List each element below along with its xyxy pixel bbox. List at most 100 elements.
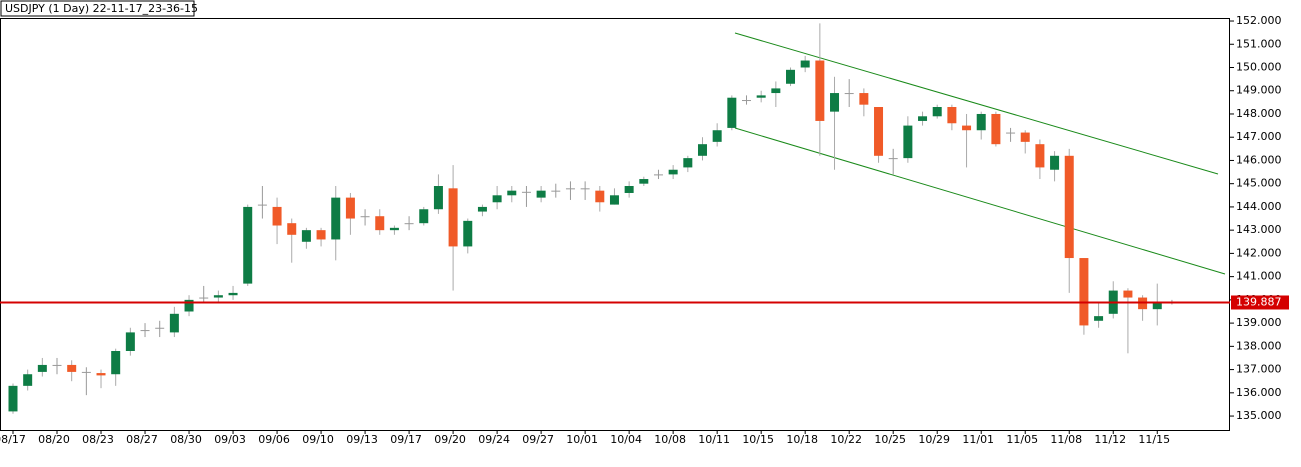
candle-body (1123, 290, 1133, 298)
candle-body (888, 158, 898, 160)
candle-body (976, 113, 986, 131)
candle-body (932, 106, 942, 117)
candle-body (257, 204, 267, 206)
candle-body (8, 385, 18, 412)
x-tick-label: 11/05 (1006, 433, 1038, 446)
y-tick-label: 147.000 (1236, 130, 1282, 143)
candle-body (756, 95, 766, 98)
candle-body (81, 371, 91, 373)
candle-body (551, 190, 561, 192)
candle-body (1064, 155, 1074, 259)
candle-body (169, 313, 179, 333)
x-tick-label: 08/23 (82, 433, 114, 446)
y-tick-label: 137.000 (1236, 363, 1282, 376)
y-tick-label: 151.000 (1236, 37, 1282, 50)
x-tick-label: 10/18 (786, 433, 818, 446)
candle-body (947, 106, 957, 124)
candle-body (96, 373, 106, 376)
candle-body (786, 69, 796, 84)
candle-body (1094, 316, 1104, 321)
candle-body (595, 190, 605, 203)
candle-body (67, 364, 77, 372)
title-box (0, 0, 195, 17)
trend-line (734, 32, 1219, 175)
x-tick-label: 11/08 (1050, 433, 1082, 446)
candle-body (1050, 155, 1060, 170)
y-tick-label: 148.000 (1236, 107, 1282, 120)
y-tick-label: 144.000 (1236, 200, 1282, 213)
y-tick-label: 138.000 (1236, 339, 1282, 352)
candle-body (23, 374, 33, 386)
candle-body (463, 220, 473, 247)
candle-body (903, 125, 913, 159)
x-tick-label: 09/27 (522, 433, 554, 446)
x-tick-label: 10/22 (830, 433, 862, 446)
candle-body (874, 106, 884, 156)
x-tick-label: 10/25 (874, 433, 906, 446)
y-tick-label: 150.000 (1236, 60, 1282, 73)
x-tick-label: 09/06 (258, 433, 290, 446)
x-tick-label: 11/12 (1094, 433, 1126, 446)
y-tick-label: 141.000 (1236, 270, 1282, 283)
candle-body (1035, 144, 1045, 168)
x-tick-label: 10/01 (566, 433, 598, 446)
x-tick-label: 10/11 (698, 433, 730, 446)
plot-frame (0, 18, 1230, 431)
x-tick-label: 09/13 (346, 433, 378, 446)
candle-body (433, 186, 443, 210)
candle-body (609, 195, 619, 205)
x-tick-label: 08/27 (126, 433, 158, 446)
candle-body (404, 223, 414, 225)
x-tick-label: 10/29 (918, 433, 950, 446)
candle-body (243, 206, 253, 284)
y-tick-label: 142.000 (1236, 246, 1282, 259)
price-label: 139.887 (1236, 295, 1282, 308)
candle-body (727, 97, 737, 128)
candle-body (111, 350, 121, 375)
y-tick-label: 152.000 (1236, 14, 1282, 27)
candle-body (991, 113, 1001, 145)
y-tick-label: 143.000 (1236, 223, 1282, 236)
x-tick-label: 10/08 (654, 433, 686, 446)
candle-body (962, 125, 972, 131)
x-tick-label: 08/17 (0, 433, 26, 446)
candle-body (697, 144, 707, 156)
candle-body (301, 230, 311, 242)
x-tick-label: 08/30 (170, 433, 202, 446)
candle-body (521, 191, 531, 193)
candle-body (668, 169, 678, 175)
x-tick-label: 09/03 (214, 433, 246, 446)
y-tick-label: 145.000 (1236, 177, 1282, 190)
candle-body (1079, 258, 1089, 326)
candle-body (771, 88, 781, 94)
x-tick-label: 10/15 (742, 433, 774, 446)
candle-body (184, 299, 194, 312)
candle-body (507, 190, 517, 196)
candle-body (624, 186, 634, 193)
candle-body (918, 116, 928, 121)
candle-body (712, 130, 722, 142)
candle-body (815, 60, 825, 121)
candle-body (448, 188, 458, 247)
y-tick-label: 136.000 (1236, 386, 1282, 399)
candle-body (419, 209, 429, 224)
candle-body (800, 60, 810, 68)
candle-body (1006, 132, 1016, 134)
candle-body (1020, 132, 1030, 142)
candle-body (52, 364, 62, 366)
candle-body (155, 327, 165, 329)
candle-body (375, 216, 385, 231)
candle-body (844, 93, 854, 95)
candle-body (830, 93, 840, 112)
y-tick-label: 146.000 (1236, 153, 1282, 166)
candle-body (213, 295, 223, 298)
candle-body (492, 195, 502, 203)
candle-body (536, 190, 546, 198)
x-tick-label: 09/20 (434, 433, 466, 446)
y-tick-label: 135.000 (1236, 409, 1282, 422)
x-tick-label: 09/10 (302, 433, 334, 446)
candle-body (345, 197, 355, 219)
candle-body (140, 330, 150, 332)
x-tick-label: 08/20 (38, 433, 70, 446)
candle-body (125, 332, 135, 351)
